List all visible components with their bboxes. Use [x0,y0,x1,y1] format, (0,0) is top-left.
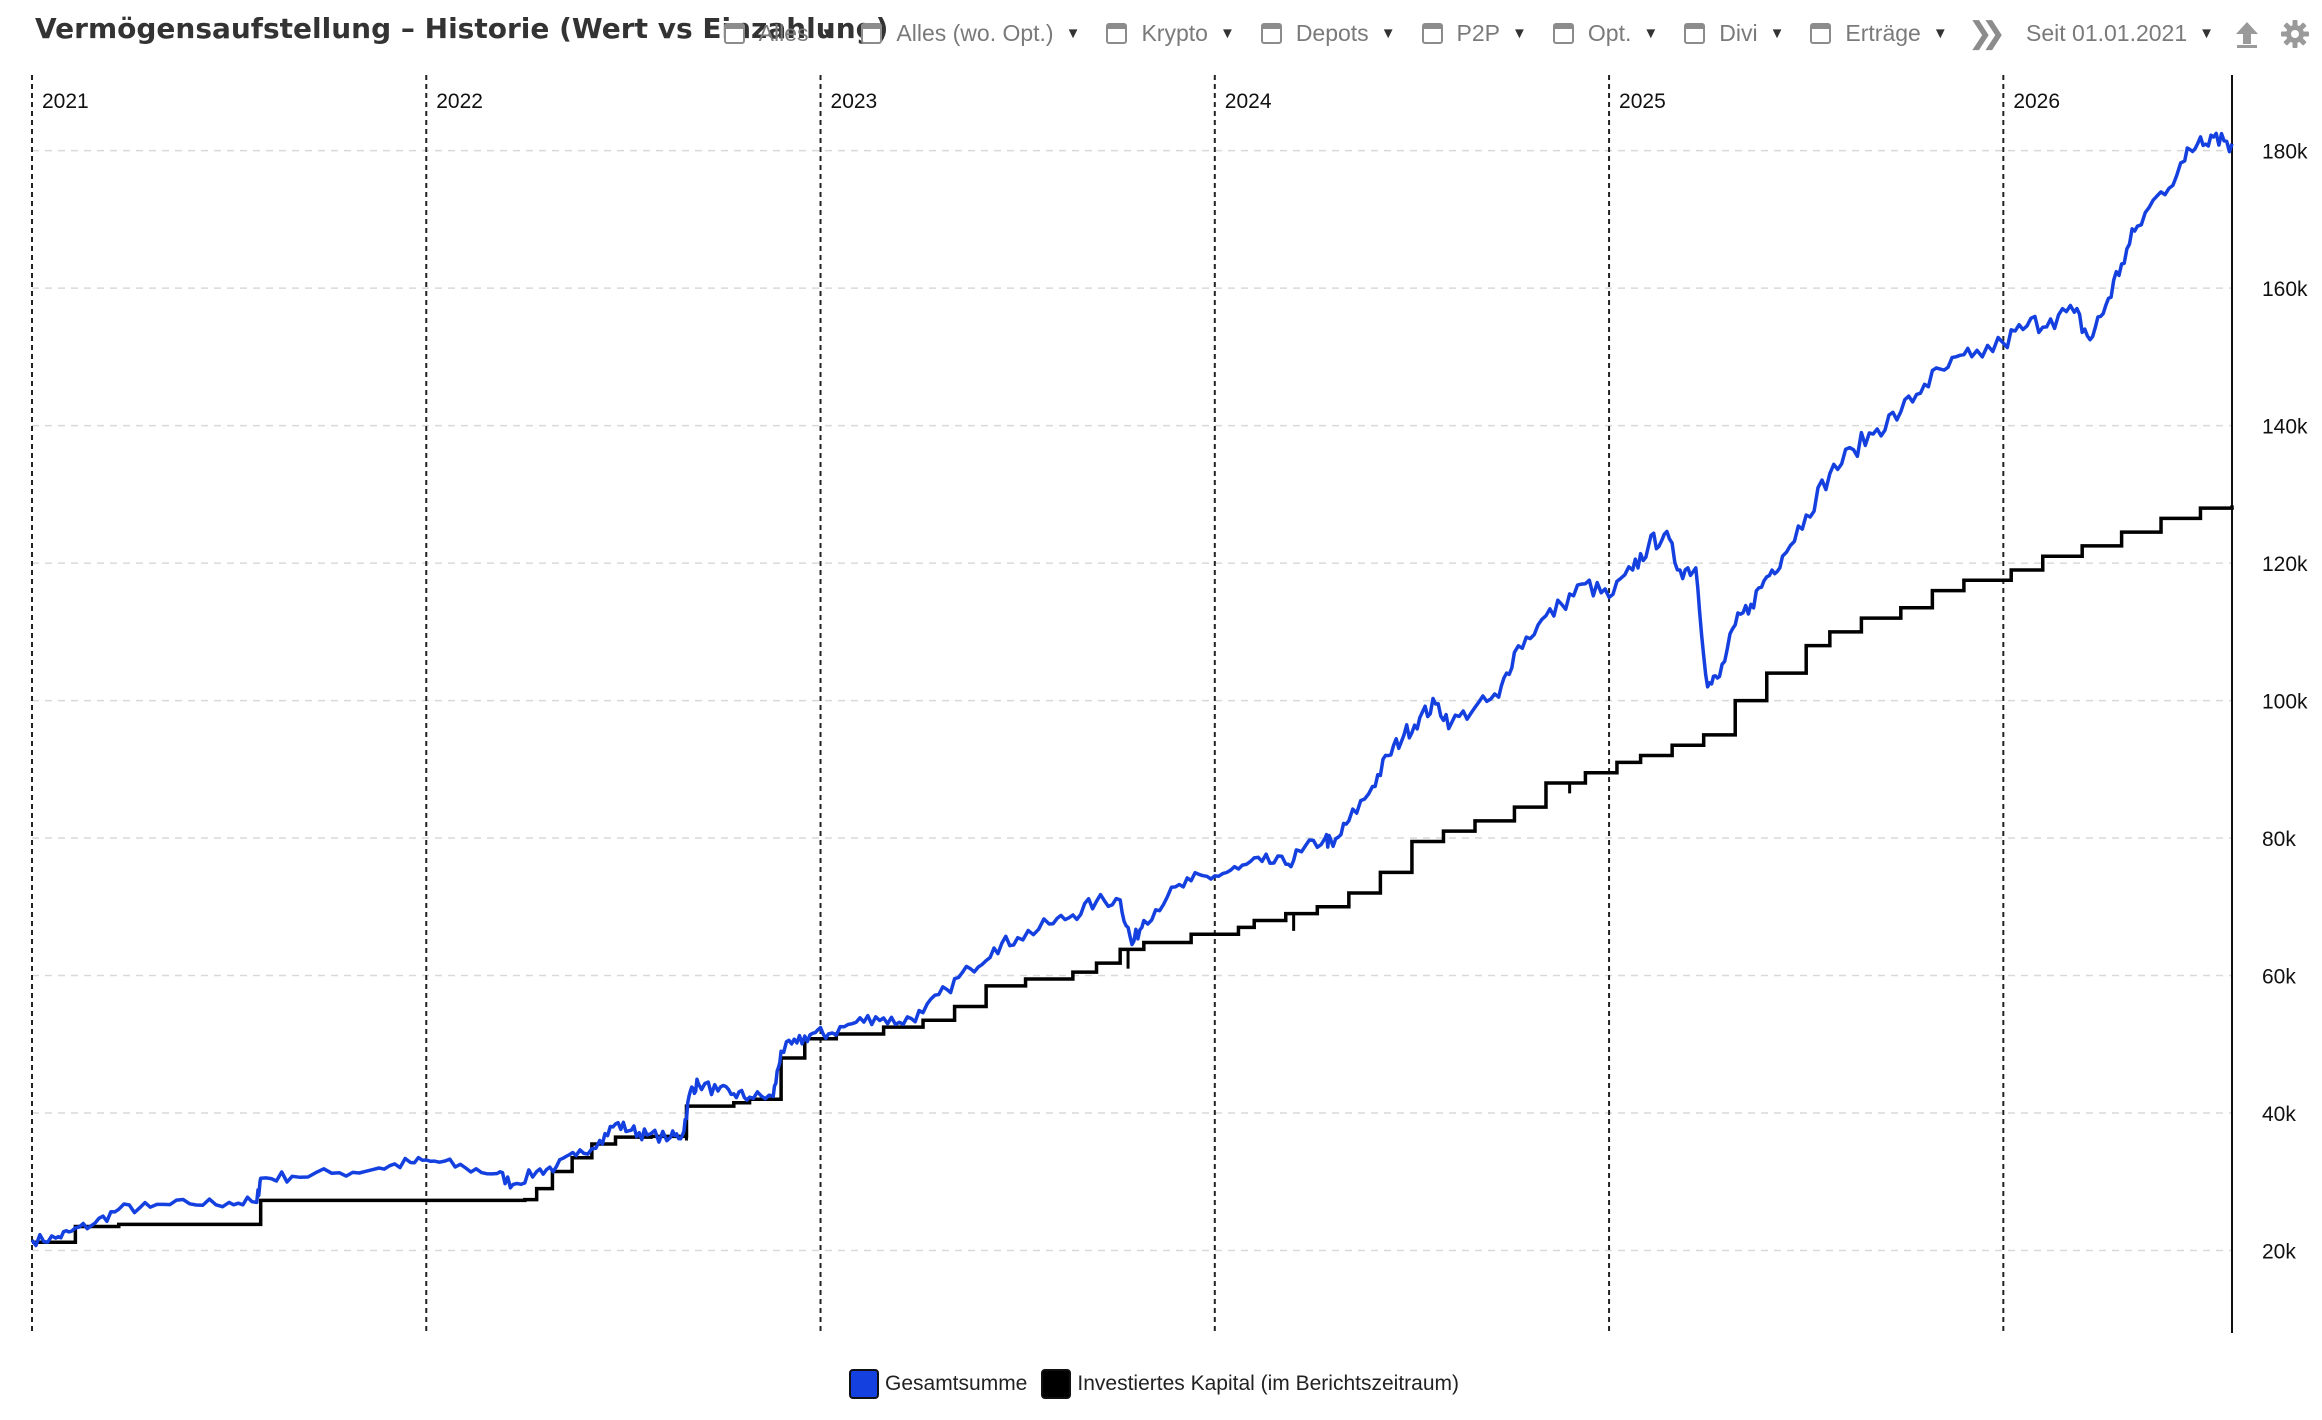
caret-down-icon[interactable]: ▼ [1932,25,1948,42]
legend-swatch-gesamtsumme [849,1369,879,1399]
y-tick-label: 100k [2262,691,2308,714]
filter-ertraege[interactable]: Erträge ▼ [1810,20,1948,47]
x-tick-label: 2024 [1225,90,1272,113]
y-tick-label: 60k [2262,966,2296,989]
caret-down-icon[interactable]: ▼ [1769,25,1785,42]
x-tick-label: 2025 [1619,90,1666,113]
filter-label: Depots [1295,20,1369,46]
y-tick-label: 160k [2262,278,2308,301]
checkbox-icon[interactable] [1552,23,1574,44]
filter-label: Krypto [1141,20,1208,46]
checkbox-icon[interactable] [1684,23,1706,44]
checkbox-icon[interactable] [861,23,883,44]
legend-item-gesamtsumme[interactable]: Gesamtsumme [849,1369,1027,1399]
caret-down-icon[interactable]: ▼ [820,25,836,42]
y-tick-label: 20k [2262,1241,2296,1264]
series-line-gesamtsumme [30,131,2234,1248]
history-chart: 2021 2022 2023 2024 2025 2026 20k 40k 60k 80k 100… [30,75,2308,1333]
gear-icon[interactable] [2280,19,2310,49]
y-tick-label: 140k [2262,416,2308,439]
caret-down-icon[interactable]: ▼ [2199,25,2214,42]
filter-depots[interactable]: Depots ▼ [1260,20,1396,47]
filter-divi[interactable]: Divi ▼ [1684,20,1784,47]
series-line-investiertes-kapital [32,505,2234,1245]
legend-item-investiertes-kapital[interactable]: Investiertes Kapital (im Berichtszeitrau… [1041,1369,1459,1399]
page-title: Vermögensaufstellung – Historie (Wert vs… [35,12,889,45]
caret-down-icon[interactable]: ▼ [1219,25,1235,42]
filter-toolbar: Alles ▼ Alles (wo. Opt.) ▼ Krypto ▼ Depo… [698,16,2310,51]
y-tick-label: 180k [2262,141,2308,164]
checkbox-icon[interactable] [1421,23,1443,44]
y-tick-label: 80k [2262,828,2296,851]
chart-legend: Gesamtsumme Investiertes Kapital (im Ber… [0,1366,2322,1402]
date-range-select[interactable]: Seit 01.01.2021 ▼ [2026,20,2214,47]
date-range-label: Seit 01.01.2021 [2026,20,2188,46]
double-chevron-icon[interactable]: ❯❯ [1967,17,2006,50]
upload-icon[interactable] [2232,19,2262,49]
checkbox-icon[interactable] [1106,23,1128,44]
filter-label: Divi [1719,20,1758,46]
legend-label: Investiertes Kapital (im Berichtszeitrau… [1077,1372,1459,1395]
header: Vermögensaufstellung – Historie (Wert vs… [0,0,2322,66]
legend-label: Gesamtsumme [885,1372,1028,1395]
legend-swatch-investiertes-kapital [1041,1369,1072,1399]
filter-p2p[interactable]: P2P ▼ [1421,20,1527,47]
caret-down-icon[interactable]: ▼ [1643,25,1659,42]
x-tick-label: 2022 [436,90,483,113]
caret-down-icon[interactable]: ▼ [1065,25,1081,42]
filter-label: Alles [758,20,809,46]
filter-label: Opt. [1587,20,1632,46]
filter-label: P2P [1456,20,1501,46]
filter-label: Erträge [1845,20,1921,46]
y-tick-label: 40k [2262,1103,2296,1126]
y-tick-label: 120k [2262,553,2308,576]
filter-krypto[interactable]: Krypto ▼ [1106,20,1235,47]
filter-label: Alles (wo. Opt.) [896,20,1054,46]
checkbox-icon[interactable] [723,23,745,44]
filter-opt[interactable]: Opt. ▼ [1552,20,1659,47]
checkbox-icon[interactable] [1810,23,1832,44]
caret-down-icon[interactable]: ▼ [1380,25,1396,42]
x-tick-label: 2026 [2013,90,2060,113]
caret-down-icon[interactable]: ▼ [1512,25,1527,42]
x-tick-label: 2021 [42,90,89,113]
filter-alles-wo-opt[interactable]: Alles (wo. Opt.) ▼ [861,20,1080,47]
filter-alles[interactable]: Alles ▼ [723,20,836,47]
checkbox-icon[interactable] [1260,23,1282,44]
x-tick-label: 2023 [831,90,878,113]
